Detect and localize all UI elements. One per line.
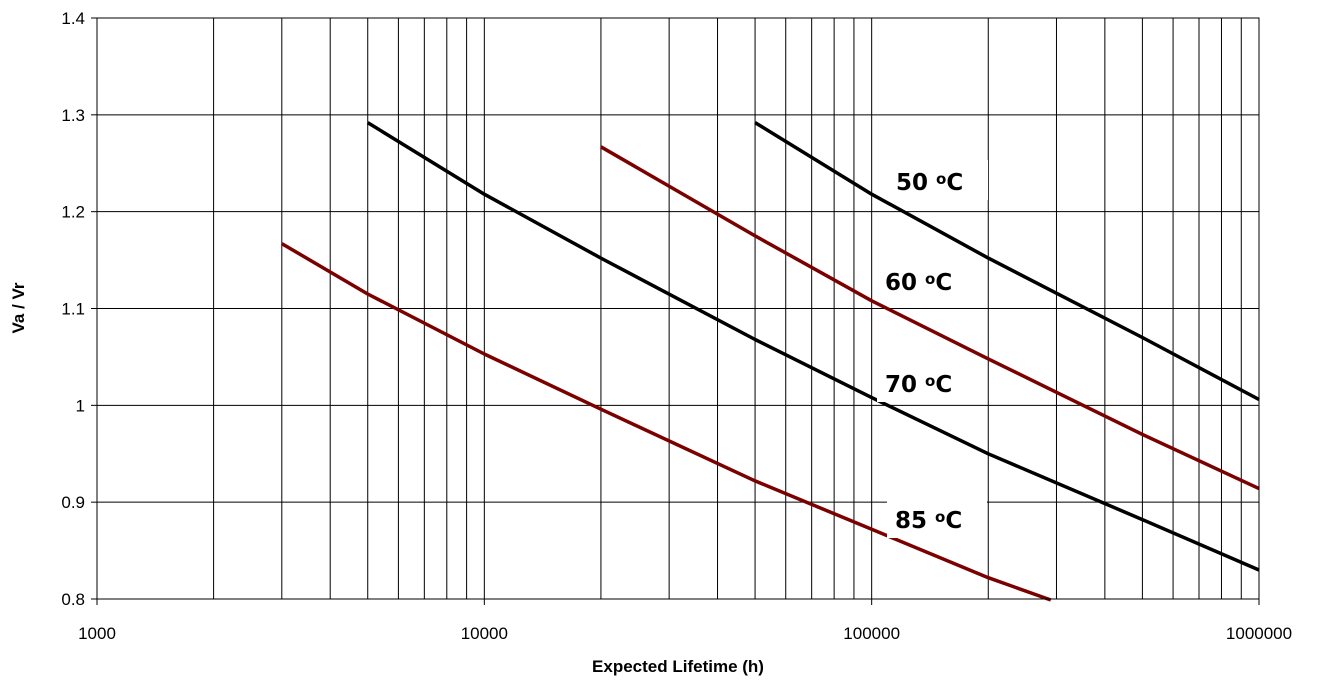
series-labels: 50 oC 60 oC 70 oC 85 oC — [877, 160, 988, 538]
y-tick-label: 1 — [76, 396, 85, 415]
x-tick-label: 1000000 — [1226, 624, 1292, 643]
series-line-85 — [280, 242, 1052, 602]
y-tick-label: 1.3 — [61, 106, 85, 125]
series-label-70: 70 oC — [877, 362, 977, 402]
series-label-60: 60 oC — [877, 260, 977, 300]
series-line-60 — [600, 145, 1260, 491]
y-tick-label: 1.1 — [61, 300, 85, 319]
x-tick-label: 100000 — [843, 624, 900, 643]
svg-text:70 oC: 70 oC — [885, 372, 952, 398]
series-label-85: 85 oC — [887, 498, 987, 538]
series-line-70 — [366, 121, 1260, 572]
tick-labels: 0.8 0.9 1 1.1 1.2 1.3 1.4 1000 10000 100000 100000… — [61, 9, 1292, 643]
y-tick-label: 1.4 — [61, 9, 85, 28]
series-line-50 — [754, 121, 1260, 402]
grid — [97, 17, 1259, 600]
svg-text:85 oC: 85 oC — [895, 508, 962, 534]
y-tick-label: 0.8 — [61, 590, 85, 609]
y-tick-label: 0.9 — [61, 493, 85, 512]
x-axis-title: Expected Lifetime (h) — [592, 657, 764, 676]
series-label-50: 50 oC — [888, 160, 988, 200]
svg-text:50 oC: 50 oC — [896, 170, 963, 196]
y-tick-label: 1.2 — [61, 203, 85, 222]
series-lines — [280, 121, 1260, 602]
svg-text:60 oC: 60 oC — [885, 270, 952, 296]
y-axis-title: Va / Vr — [9, 282, 28, 333]
x-tick-label: 10000 — [461, 624, 508, 643]
x-tick-label: 1000 — [78, 624, 116, 643]
